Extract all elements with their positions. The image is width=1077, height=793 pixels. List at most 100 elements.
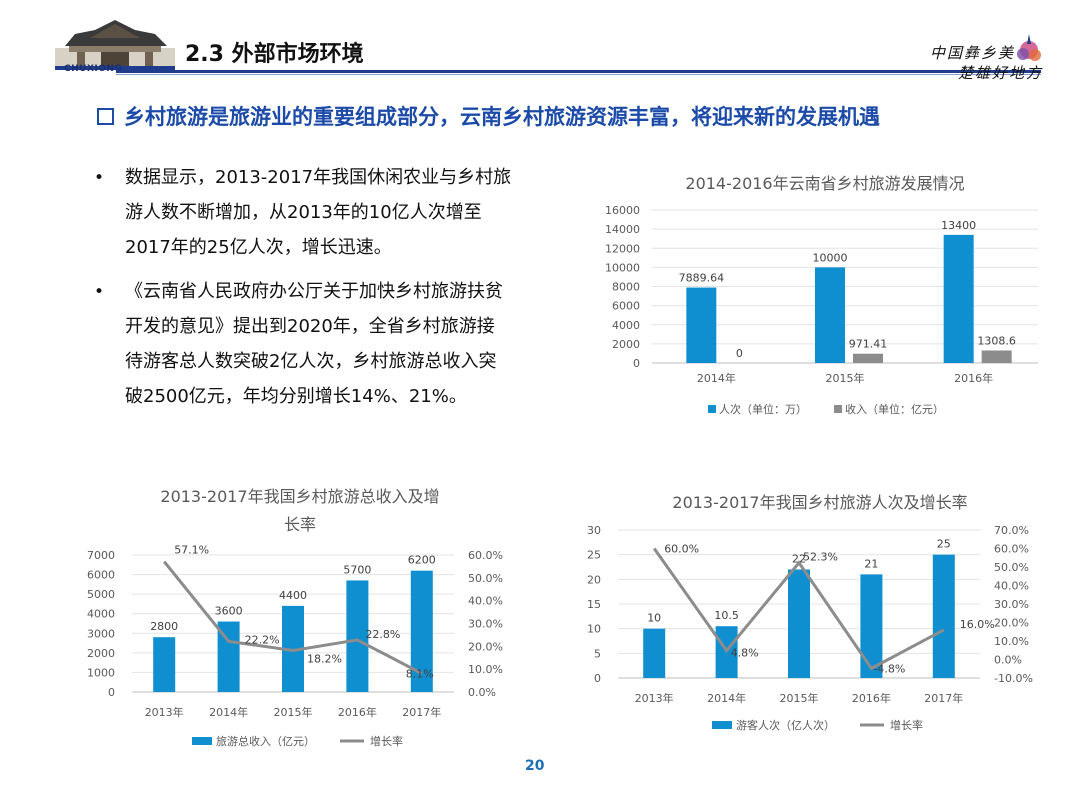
- bar: [815, 267, 845, 363]
- legend-swatch-bar: [192, 737, 212, 745]
- y-tick-label-right: 60.0%: [994, 543, 1029, 556]
- flower-dancer-icon: [1017, 34, 1041, 61]
- growth-rate-line: [163, 560, 423, 675]
- slogan-line1: 中国彝乡美: [930, 44, 1016, 62]
- y-tick-label-left: 3000: [87, 627, 115, 640]
- data-label: 13400: [941, 219, 976, 232]
- chart-visitors: 0 5 10 15 20 25 30 -10.0% 0.0% 10.0% 20.0% 30.0% 40.…: [587, 524, 1033, 732]
- y-tick-label-right: 40.0%: [468, 595, 503, 608]
- chart-title-line: 2013-2017年我国乡村旅游总收入及增: [160, 487, 440, 506]
- y-tick-label: 10000: [605, 261, 640, 274]
- y-tick-label-right: 20.0%: [468, 640, 503, 653]
- y-tick-label-right: 0.0%: [468, 686, 496, 699]
- y-tick-label-left: 25: [587, 549, 601, 562]
- header-divider-thin: [116, 74, 1041, 75]
- bar: [943, 234, 974, 363]
- y-tick-label-right: 10.0%: [468, 663, 503, 676]
- chuxiong-gate-logo: [55, 20, 175, 70]
- section-title: 2.3 外部市场环境: [185, 42, 364, 67]
- bullet-line: 数据显示，2013-2017年我国休闲农业与乡村旅: [125, 167, 512, 188]
- data-label: 971.41: [849, 338, 888, 351]
- legend-label-line: 增长率: [890, 718, 923, 732]
- chart-title-visitors: 2013-2017年我国乡村旅游人次及增长率: [672, 493, 968, 512]
- bullet-paragraph-2: 《云南省人民政府办公厅关于加快乡村旅游扶贫 开发的意见》提出到2020年，全省乡…: [125, 274, 595, 414]
- legend-label-line: 增长率: [370, 734, 403, 748]
- y-tick-label-right: 60.0%: [468, 549, 503, 562]
- bar: [217, 621, 240, 692]
- chart-title-line: 长率: [283, 515, 316, 534]
- y-tick-label: 14000: [605, 223, 640, 236]
- bar: [686, 287, 717, 363]
- headline-square-icon: [97, 108, 114, 125]
- y-tick-label-left: 4000: [87, 608, 115, 621]
- y-tick-label: 8000: [612, 281, 640, 294]
- line-data-label: 4.8%: [731, 647, 759, 660]
- y-tick-label-right: 50.0%: [468, 572, 503, 585]
- legend-swatch: [708, 405, 716, 413]
- y-tick-label: 2000: [612, 338, 640, 351]
- bullet-marker: •: [94, 282, 105, 302]
- y-tick-label-left: 5000: [87, 588, 115, 601]
- headline: 乡村旅游是旅游业的重要组成部分，云南乡村旅游资源丰富，将迎来新的发展机遇: [124, 105, 880, 129]
- bar: [932, 554, 955, 678]
- line-data-label: 16.0%: [960, 618, 995, 631]
- y-tick-label: 4000: [612, 319, 640, 332]
- line-data-label: 8.1%: [406, 668, 434, 681]
- y-tick-label-left: 5: [594, 647, 601, 660]
- bar-data-label: 6200: [408, 554, 436, 567]
- bar: [153, 637, 176, 692]
- x-tick-label: 2016年: [852, 691, 891, 705]
- x-tick-label: 2015年: [826, 371, 865, 385]
- x-tick-label: 2015年: [780, 691, 819, 705]
- x-tick-label: 2016年: [954, 371, 993, 385]
- bullet-marker: •: [94, 168, 105, 188]
- legend-label: 人次（单位：万）: [719, 402, 807, 416]
- data-label: 10000: [813, 251, 848, 264]
- y-tick-label-right: 10.0%: [994, 635, 1029, 648]
- bar: [410, 570, 433, 692]
- chart-yunnan: 0 2000 4000 6000 8000 10000 12000 14000 16000 788…: [605, 204, 1038, 416]
- y-tick-label-left: 7000: [87, 549, 115, 562]
- x-tick-label: 2014年: [209, 705, 248, 719]
- y-tick-label-right: 50.0%: [994, 561, 1029, 574]
- data-label: 0: [736, 347, 743, 360]
- bar-data-label: 5700: [343, 563, 371, 576]
- chart-title-income: 2013-2017年我国乡村旅游总收入及增 长率: [80, 483, 520, 539]
- y-tick-label-left: 2000: [87, 647, 115, 660]
- bar-data-label: 4400: [279, 589, 307, 602]
- y-tick-label-left: 30: [587, 524, 601, 537]
- page-number: 20: [525, 758, 545, 774]
- bullet-line: 待游客总人数突破2亿人次，乡村旅游总收入突: [125, 351, 497, 372]
- line-data-label: -4.8%: [873, 662, 905, 675]
- y-tick-label-right: -10.0%: [994, 672, 1033, 685]
- line-data-label: 22.2%: [245, 633, 280, 646]
- y-tick-label: 0: [633, 357, 640, 370]
- legend-label-bar: 旅游总收入（亿元）: [216, 734, 315, 748]
- y-tick-label-right: 30.0%: [994, 598, 1029, 611]
- y-tick-label-left: 20: [587, 573, 601, 586]
- legend-swatch-bar: [712, 721, 732, 729]
- line-data-label: 18.2%: [307, 652, 342, 665]
- y-tick-label-right: 20.0%: [994, 617, 1029, 630]
- bar: [346, 580, 369, 692]
- line-data-label: 60.0%: [664, 543, 699, 556]
- y-tick-label-left: 0: [108, 686, 115, 699]
- legend-label: 收入（单位：亿元）: [845, 402, 944, 416]
- slogan-line2: 楚雄好地方: [958, 64, 1044, 82]
- bar: [788, 569, 810, 678]
- bullet-line: 2017年的25亿人次，增长迅速。: [125, 237, 392, 258]
- bar-data-label: 3600: [215, 605, 243, 618]
- bar-data-label: 10.5: [714, 609, 739, 622]
- bar-data-label: 10: [647, 612, 661, 625]
- line-data-label: 22.8%: [365, 628, 400, 641]
- x-tick-label: 2015年: [274, 705, 313, 719]
- bullet-line: 游人数不断增加，从2013年的10亿人次增至: [125, 202, 482, 223]
- y-tick-label-left: 1000: [87, 666, 115, 679]
- y-tick-label: 16000: [605, 204, 640, 217]
- bar: [981, 350, 1012, 363]
- bar: [860, 574, 883, 678]
- growth-rate-line: [652, 547, 945, 671]
- bar-data-label: 22: [792, 552, 806, 565]
- data-label: 1308.6: [977, 334, 1016, 347]
- y-tick-label: 6000: [612, 300, 640, 313]
